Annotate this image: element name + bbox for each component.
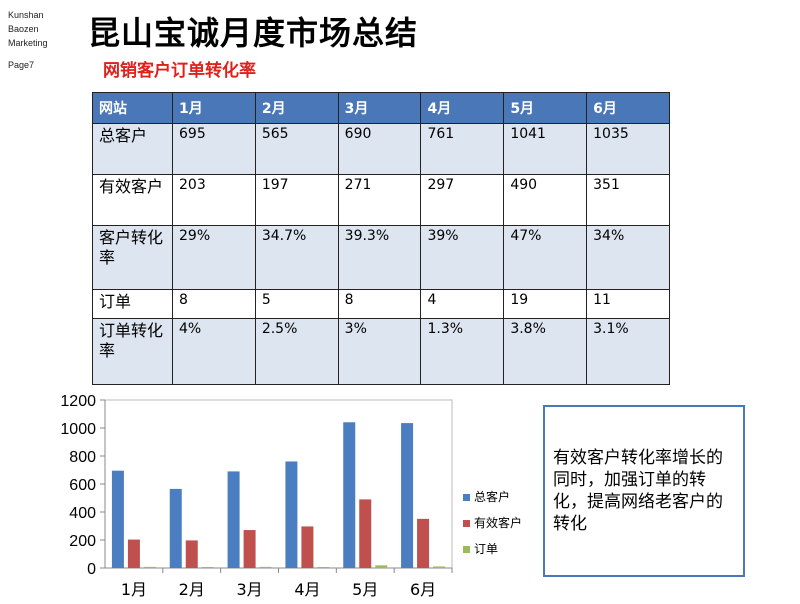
y-tick-label: 1200 — [60, 393, 96, 410]
y-tick-label: 600 — [69, 477, 96, 494]
bar-3 — [201, 567, 214, 568]
bar-3 — [433, 566, 446, 568]
legend-label: 订单 — [474, 542, 498, 556]
table-row-label: 有效客户 — [92, 174, 173, 226]
table-row-label: 订单转化率 — [92, 318, 173, 385]
table-header-cell: 5月 — [503, 92, 588, 124]
brand-line-2: Baozen — [8, 24, 39, 34]
table-cell: 5 — [254, 289, 339, 319]
legend-label: 有效客户 — [474, 515, 522, 530]
x-tick-label: 6月 — [410, 580, 436, 599]
bar-2 — [359, 499, 372, 568]
table-cell: 19 — [503, 289, 588, 319]
table-header-cell: 1月 — [172, 92, 256, 124]
x-tick-label: 1月 — [121, 580, 147, 599]
bar-3 — [143, 566, 156, 568]
legend-swatch — [463, 546, 470, 553]
table-cell: 297 — [420, 174, 505, 226]
callout-box: 有效客户转化率增长的同时，加强订单的转化，提高网络老客户的转化 — [543, 405, 745, 577]
table-cell: 3% — [337, 318, 422, 385]
table-row-label: 总客户 — [92, 123, 173, 175]
y-tick-label: 1000 — [60, 421, 96, 438]
bar-2 — [417, 518, 430, 568]
brand-line-3: Marketing — [8, 38, 48, 48]
bar-1 — [227, 471, 240, 568]
y-tick-label: 0 — [87, 561, 96, 578]
table-cell: 203 — [172, 174, 256, 226]
stats-table: 网站 1月 2月 3月 4月 5月 6月 总客户 695 565 690 761… — [92, 92, 670, 385]
table-cell: 1035 — [586, 123, 670, 175]
table-cell: 1041 — [503, 123, 588, 175]
page-title: 昆山宝诚月度市场总结 — [88, 14, 419, 52]
table-header-cell: 6月 — [586, 92, 670, 124]
table-cell: 695 — [172, 123, 256, 175]
table-row: 有效客户 203 197 271 297 490 351 — [92, 174, 670, 226]
table-header-cell: 网站 — [92, 92, 173, 124]
callout-text: 有效客户转化率增长的同时，加强订单的转化，提高网络老客户的转化 — [553, 448, 723, 534]
table-row-label: 订单 — [92, 289, 173, 319]
table-cell: 39.3% — [337, 225, 422, 290]
table-cell: 4 — [420, 289, 505, 319]
bar-3 — [259, 566, 272, 568]
legend-label: 总客户 — [474, 489, 510, 504]
bar-1 — [285, 461, 298, 568]
bar-2 — [185, 540, 198, 568]
bar-2 — [243, 530, 256, 568]
x-tick-label: 2月 — [179, 580, 205, 599]
table-cell: 3.1% — [586, 318, 670, 385]
x-tick-label: 5月 — [352, 580, 378, 599]
table-cell: 490 — [503, 174, 588, 226]
page-subtitle: 网销客户订单转化率 — [103, 61, 256, 81]
table-cell: 47% — [503, 225, 588, 290]
legend-swatch — [463, 520, 470, 527]
chart-container: 0 200 400 600 800 1000 1200 1月 2月 3月 4月 5月 6月 总客户有效客户… — [40, 392, 560, 600]
bar-3 — [317, 567, 330, 568]
table-row-label: 客户转化率 — [92, 225, 173, 290]
table-header-cell: 4月 — [420, 92, 505, 124]
table-cell: 8 — [172, 289, 256, 319]
table-cell: 3.8% — [503, 318, 588, 385]
bar-1 — [343, 422, 356, 568]
table-cell: 11 — [586, 289, 670, 319]
table-row: 客户转化率 29% 34.7% 39.3% 39% 47% 34% — [92, 225, 670, 290]
table-cell: 34.7% — [254, 225, 339, 290]
table-cell: 351 — [586, 174, 670, 226]
x-tick-label: 4月 — [294, 580, 320, 599]
y-tick-label: 400 — [69, 505, 96, 522]
plot-area — [104, 399, 453, 569]
legend-swatch — [463, 494, 470, 501]
table-cell: 761 — [420, 123, 505, 175]
table-cell: 271 — [337, 174, 422, 226]
table-cell: 34% — [586, 225, 670, 290]
x-tick-label: 3月 — [236, 580, 262, 599]
table-cell: 4% — [172, 318, 256, 385]
table-row: 订单 8 5 8 4 19 11 — [92, 289, 670, 319]
table-header-cell: 2月 — [254, 92, 339, 124]
table-cell: 1.3% — [420, 318, 505, 385]
page-number: Page7 — [8, 60, 35, 70]
table-cell: 690 — [337, 123, 422, 175]
table-cell: 39% — [420, 225, 505, 290]
bar-2 — [301, 526, 314, 568]
table-cell: 565 — [254, 123, 339, 175]
bar-1 — [111, 470, 124, 568]
table-header-row: 网站 1月 2月 3月 4月 5月 6月 — [92, 92, 670, 124]
bar-chart: 0 200 400 600 800 1000 1200 1月 2月 3月 4月 5月 6月 总客户有效客户… — [60, 393, 522, 599]
table-cell: 29% — [172, 225, 256, 290]
table-header-cell: 3月 — [337, 92, 422, 124]
table-row: 总客户 695 565 690 761 1041 1035 — [92, 123, 670, 175]
bar-3 — [375, 565, 388, 568]
y-tick-label: 800 — [69, 449, 96, 466]
y-tick-label: 200 — [69, 533, 96, 550]
brand-block: Kunshan Baozen Marketing Page7 — [8, 8, 48, 72]
table-cell: 8 — [337, 289, 422, 319]
table-cell: 2.5% — [254, 318, 339, 385]
table-row: 订单转化率 4% 2.5% 3% 1.3% 3.8% 3.1% — [92, 318, 670, 385]
bar-1 — [401, 423, 414, 568]
bar-2 — [127, 539, 140, 568]
bar-1 — [169, 488, 182, 568]
table-cell: 197 — [254, 174, 339, 226]
brand-line-1: Kunshan — [8, 10, 44, 20]
